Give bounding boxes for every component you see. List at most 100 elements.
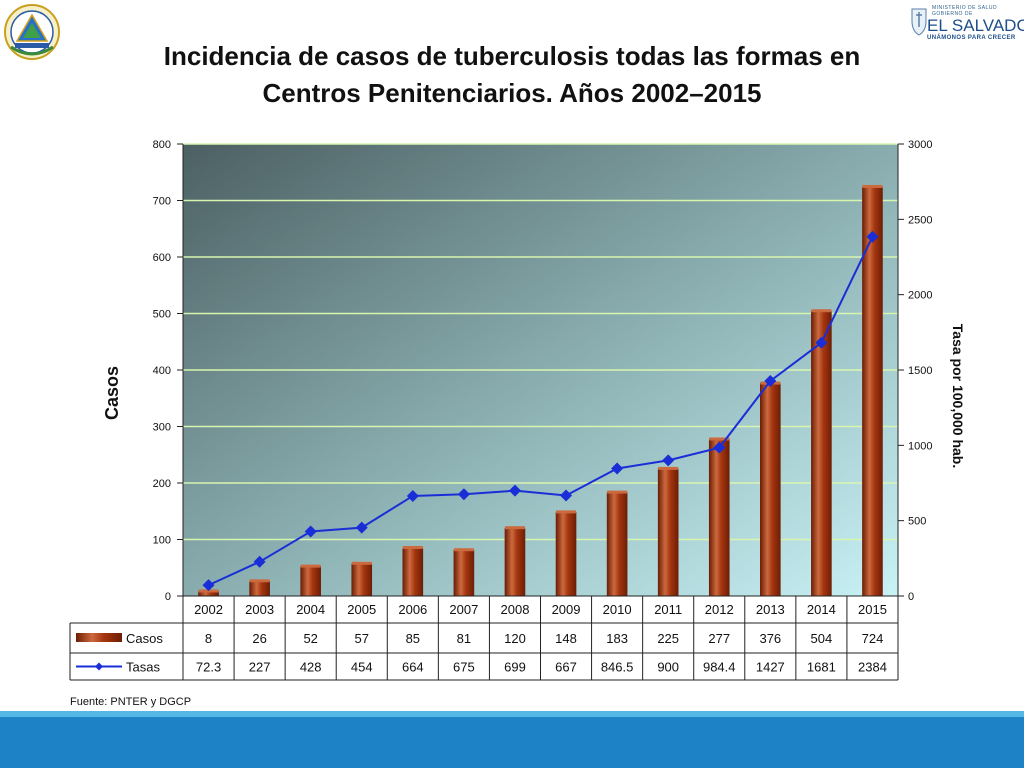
table-value-casos: 183 [606,631,628,646]
y-tick-label-left: 700 [153,196,171,208]
table-value-tasas: 454 [351,660,373,675]
bar-top [351,561,372,565]
y-tick-label-left: 0 [165,591,171,603]
x-category-label: 2008 [501,602,530,617]
x-category-label: 2012 [705,602,734,617]
table-value-tasas: 2384 [858,660,887,675]
point-tasas [764,374,777,387]
bar-top [402,545,423,549]
title-line-1: Incidencia de casos de tuberculosis toda… [163,41,861,71]
table-value-casos: 277 [708,631,730,646]
y-tick-label-right: 0 [908,591,914,603]
table-value-casos: 504 [811,631,833,646]
table-value-tasas: 1681 [807,660,836,675]
point-tasas [253,555,266,568]
y-tick-label-right: 1000 [908,440,932,452]
bar-casos [504,527,526,597]
table-value-casos: 57 [355,631,369,646]
bar-casos [862,186,883,597]
footer-band-dark [0,717,1024,768]
y-tick-label-left: 500 [153,309,171,321]
logo-line1: MINISTERIO DE SALUD [932,5,998,11]
bar-casos [760,383,781,597]
y-tick-label-right: 1500 [908,365,932,377]
table-value-casos: 85 [406,631,420,646]
bar-casos [657,468,679,597]
table-value-casos: 148 [555,631,577,646]
table-value-casos: 81 [457,631,471,646]
table-value-tasas: 900 [657,660,679,675]
table-value-tasas: 846.5 [601,660,634,675]
table-value-tasas: 699 [504,660,526,675]
bar-top [300,564,321,568]
bar-casos [351,563,373,597]
bar-casos [708,439,730,597]
tuberculosis-chart: 0 100 200 300 400 500 600 700 800 0 500 1000 1500 200… [69,139,966,681]
legend-label-casos: Casos [126,631,163,646]
table-value-casos: 8 [205,631,212,646]
point-tasas [457,488,470,501]
x-category-label: 2002 [194,602,223,617]
y-axis-label-left: Casos [102,366,122,420]
point-tasas [713,441,726,454]
table-value-tasas: 675 [453,660,475,675]
table-value-casos: 724 [862,631,884,646]
logo-line4: UNÁMONOS PARA CRECER [927,35,1016,41]
bar-top [709,437,730,441]
bar-top [862,184,883,188]
line-tasas [208,236,874,587]
y-tick-label-right: 2000 [908,290,932,302]
point-tasas [406,489,419,502]
y-tick-label-right: 3000 [908,139,932,151]
x-category-label: 2006 [398,602,427,617]
y-tick-label-left: 300 [153,422,171,434]
bar-top [556,510,577,514]
x-category-label: 2015 [858,602,887,617]
legend-marker-tasas [95,662,103,671]
table-value-casos: 225 [657,631,679,646]
y-tick-label-left: 100 [153,535,171,547]
bar-casos [249,581,270,597]
table-value-casos: 376 [759,631,781,646]
bar-casos [453,549,475,597]
bar-casos [811,310,832,597]
point-tasas [611,462,624,475]
table-value-tasas: 72.3 [196,660,221,675]
bar-top [504,526,525,530]
source-note: Fuente: PNTER y DGCP [70,696,192,708]
footer-band-light [0,711,1024,717]
bar-casos [300,566,321,597]
table-value-casos: 120 [504,631,526,646]
slide-title: Incidencia de casos de tuberculosis toda… [60,38,964,112]
table-value-tasas: 227 [249,660,271,675]
y-tick-label-right: 2500 [908,214,932,226]
x-category-label: 2004 [296,602,325,617]
table-value-tasas: 1427 [756,660,785,675]
bar-top [658,466,679,470]
point-tasas [815,336,828,349]
x-category-label: 2007 [449,602,478,617]
table-value-tasas: 667 [555,660,577,675]
bar-top [607,490,628,494]
bar-top [249,579,270,583]
bar-top [811,309,832,313]
legend-label-tasas: Tasas [126,660,160,675]
x-category-label: 2009 [552,602,581,617]
title-line-2: Centros Penitenciarios. Años 2002–2015 [262,78,762,108]
bar-casos [555,512,577,597]
legend-swatch-casos [76,633,122,642]
point-tasas [560,489,573,502]
point-tasas [202,579,215,592]
point-tasas [866,230,879,243]
bar-casos [402,547,424,597]
y-tick-label-left: 400 [153,365,171,377]
x-category-label: 2014 [807,602,836,617]
y-tick-label-left: 600 [153,252,171,264]
table-value-casos: 26 [252,631,266,646]
x-category-label: 2011 [654,602,682,617]
table-value-tasas: 664 [402,660,424,675]
bar-top [453,548,474,552]
point-tasas [662,454,675,467]
logo-line3: EL SALVADOR [927,16,1024,35]
coat-of-arms-logo [3,3,61,61]
